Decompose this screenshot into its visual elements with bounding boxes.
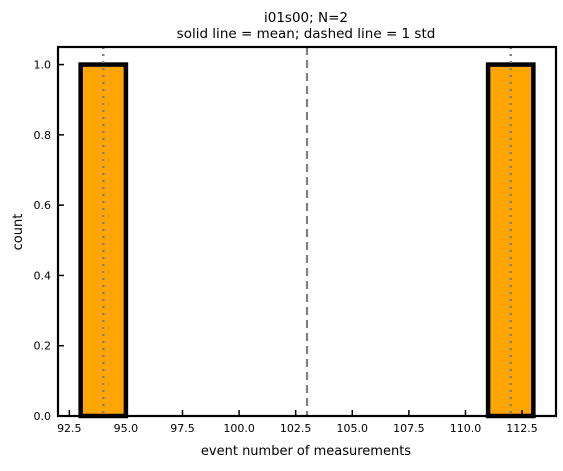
chart-title: i01s00; N=2 (264, 10, 348, 26)
y-tick-label: 0.6 (34, 199, 52, 212)
x-tick-label: 100.0 (223, 422, 255, 435)
y-tick-label: 0.4 (34, 269, 52, 282)
y-axis-label: count (11, 214, 26, 251)
y-tick-label: 0.0 (34, 410, 52, 423)
chart-subtitle: solid line = mean; dashed line = 1 std (177, 26, 436, 42)
y-tick-label: 0.2 (34, 340, 52, 353)
plot-frame (56, 45, 558, 418)
x-tick-label: 97.5 (170, 422, 195, 435)
y-tick-label: 0.8 (34, 129, 52, 142)
y-tick-label: 1.0 (34, 59, 52, 72)
x-tick-label: 105.0 (337, 422, 369, 435)
x-axis-label: event number of measurements (201, 444, 411, 459)
x-tick-label: 92.5 (57, 422, 82, 435)
plot-area: 92.5 95.0 97.5 100.0 102.5 105.0 107.5 110.0 112… (34, 45, 558, 435)
x-tick-label: 95.0 (114, 422, 139, 435)
x-tick-label: 107.5 (393, 422, 425, 435)
x-tick-label: 112.5 (506, 422, 538, 435)
x-tick-label: 102.5 (280, 422, 312, 435)
x-tick-label: 110.0 (450, 422, 482, 435)
